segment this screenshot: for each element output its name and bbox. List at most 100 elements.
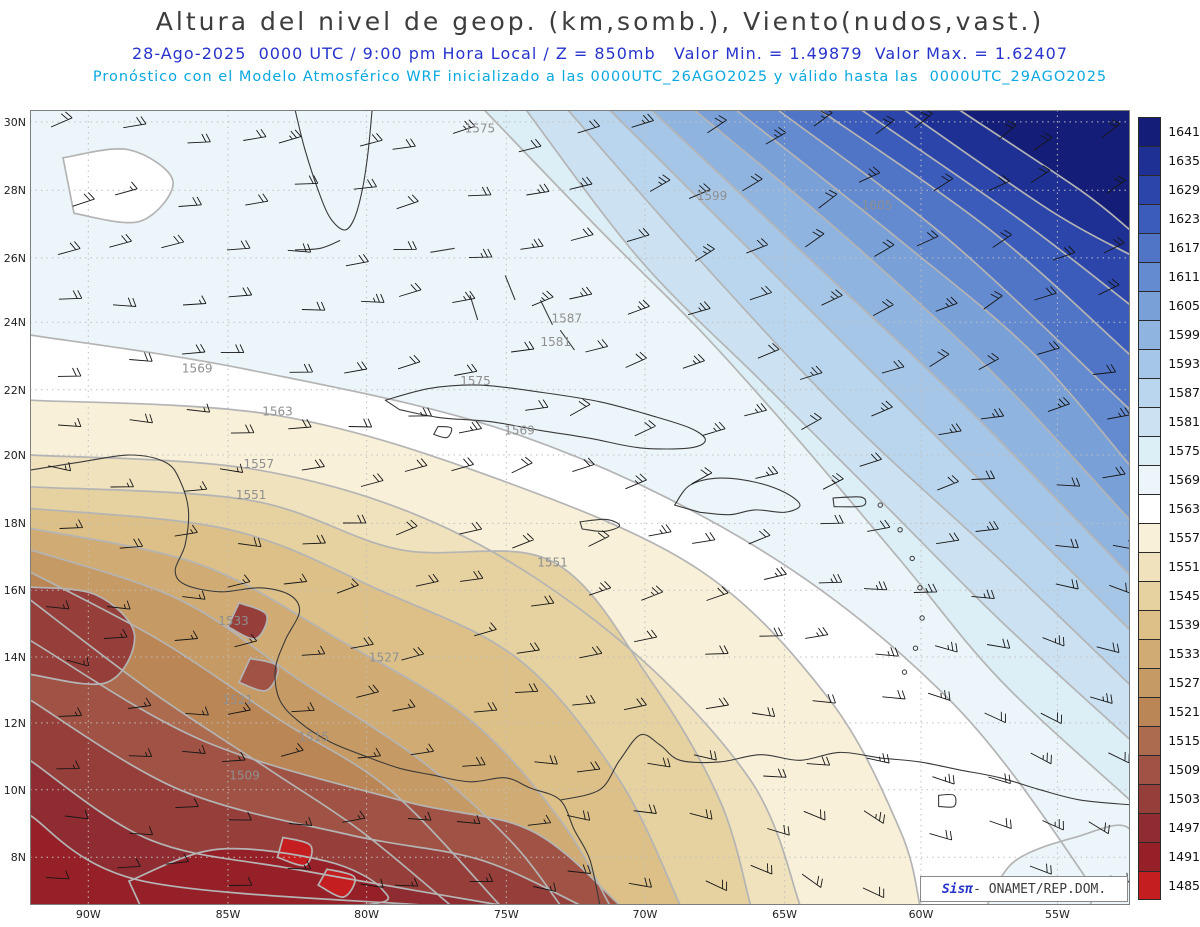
colorbar-level-label: 1491: [1168, 849, 1200, 864]
colorbar-row: 1587: [1138, 378, 1200, 407]
lat-tick-label: 22N: [3, 383, 26, 397]
lon-tick-label: 65W: [772, 908, 798, 921]
colorbar-cell: [1138, 436, 1162, 465]
graticule: [30, 110, 1130, 905]
shaded-bands: [30, 110, 1130, 905]
colorbar-row: 1491: [1138, 842, 1200, 871]
colorbar-cell: [1138, 668, 1162, 697]
svg-text:1575: 1575: [460, 374, 491, 388]
colorbar-cell: [1138, 784, 1162, 813]
colorbar-level-label: 1611: [1168, 269, 1200, 284]
lat-tick-label: 16N: [3, 584, 26, 598]
colorbar-cell: [1138, 755, 1162, 784]
colorbar-row: 1527: [1138, 668, 1200, 697]
svg-text:1587: 1587: [552, 311, 583, 325]
colorbar-level-label: 1545: [1168, 588, 1200, 603]
map-frame: [30, 110, 1130, 905]
colorbar-cell: [1138, 871, 1162, 900]
map-area: 1575 1599 1605 1587 1581 1575 1569 1569 1563 1557…: [30, 110, 1130, 905]
colorbar-level-label: 1551: [1168, 559, 1200, 574]
lon-tick-label: 55W: [1044, 908, 1070, 921]
svg-text:1569: 1569: [504, 423, 535, 437]
svg-text:1557: 1557: [244, 457, 275, 471]
colorbar-row: 1533: [1138, 639, 1200, 668]
svg-text:1515: 1515: [299, 730, 330, 744]
colorbar-row: 1629: [1138, 175, 1200, 204]
colorbar-row: 1641: [1138, 117, 1200, 146]
colorbar-level-label: 1599: [1168, 327, 1200, 342]
colorbar-cell: [1138, 262, 1162, 291]
contour-lines: [30, 110, 1130, 905]
colorbar-level-label: 1593: [1168, 356, 1200, 371]
colorbar-row: 1521: [1138, 697, 1200, 726]
colorbar-cell: [1138, 697, 1162, 726]
colorbar-level-label: 1617: [1168, 240, 1200, 255]
svg-text:1509: 1509: [229, 768, 260, 782]
colorbar-row: 1635: [1138, 146, 1200, 175]
lat-tick-label: 18N: [3, 517, 26, 531]
contour-value-labels: 1575 1599 1605 1587 1581 1575 1569 1569 1563 1557…: [182, 121, 892, 782]
colorbar-row: 1593: [1138, 349, 1200, 378]
colorbar-level-label: 1563: [1168, 501, 1200, 516]
colorbar-row: 1623: [1138, 204, 1200, 233]
colorbar-level-label: 1521: [1168, 704, 1200, 719]
lat-tick-label: 26N: [3, 251, 26, 265]
colorbar-cell: [1138, 204, 1162, 233]
lon-tick-label: 70W: [632, 908, 658, 921]
colorbar-cell: [1138, 233, 1162, 262]
watermark-text: - ONAMET/REP.DOM.: [973, 881, 1107, 897]
page-title: Altura del nivel de geop. (km,somb.), Vi…: [155, 7, 1045, 36]
colorbar-level-label: 1581: [1168, 414, 1200, 429]
colorbar-row: 1557: [1138, 523, 1200, 552]
lon-tick-label: 75W: [493, 908, 519, 921]
colorbar-row: 1617: [1138, 233, 1200, 262]
colorbar-level-label: 1635: [1168, 153, 1200, 168]
colorbar-level-label: 1587: [1168, 385, 1200, 400]
colorbar-level-label: 1629: [1168, 182, 1200, 197]
lat-tick-label: 20N: [3, 449, 26, 463]
svg-text:1551: 1551: [236, 488, 267, 502]
lat-tick-label: 14N: [3, 650, 26, 664]
colorbar-row: 1503: [1138, 784, 1200, 813]
svg-text:1569: 1569: [182, 361, 213, 375]
svg-text:1581: 1581: [541, 335, 572, 349]
colorbar-cell: [1138, 552, 1162, 581]
svg-text:1551: 1551: [537, 555, 568, 569]
colorbar-cell: [1138, 639, 1162, 668]
lat-tick-label: 30N: [3, 115, 26, 129]
colorbar-row: 1563: [1138, 494, 1200, 523]
colorbar-row: 1509: [1138, 755, 1200, 784]
forecast-line: Pronóstico con el Modelo Atmosférico WRF…: [92, 69, 1108, 85]
watermark-brand: Sisπ: [941, 881, 974, 897]
lat-tick-label: 8N: [10, 851, 26, 865]
svg-text:1533: 1533: [218, 614, 249, 628]
colorbar-level-label: 1515: [1168, 733, 1200, 748]
colorbar-cell: [1138, 146, 1162, 175]
colorbar-cell: [1138, 842, 1162, 871]
colorbar-cell: [1138, 465, 1162, 494]
colorbar-level-label: 1623: [1168, 211, 1200, 226]
colorbar-level-label: 1527: [1168, 675, 1200, 690]
colorbar-level-label: 1539: [1168, 617, 1200, 632]
colorbar-row: 1611: [1138, 262, 1200, 291]
wind-barbs: [45, 110, 1130, 901]
lon-tick-label: 90W: [75, 908, 101, 921]
colorbar-row: 1551: [1138, 552, 1200, 581]
colorbar: 1641 1635 1629 1623 1617 1611 1605 1599 1593 1587…: [1138, 117, 1200, 900]
colorbar-cell: [1138, 581, 1162, 610]
colorbar-row: 1545: [1138, 581, 1200, 610]
map-canvas: 1575 1599 1605 1587 1581 1575 1569 1569 1563 1557…: [30, 110, 1130, 905]
colorbar-cell: [1138, 117, 1162, 146]
colorbar-level-label: 1533: [1168, 646, 1200, 661]
colorbar-cell: [1138, 175, 1162, 204]
colorbar-level-label: 1503: [1168, 791, 1200, 806]
colorbar-cell: [1138, 523, 1162, 552]
colorbar-cell: [1138, 378, 1162, 407]
colorbar-level-label: 1605: [1168, 298, 1200, 313]
watermark-badge: Sisπ - ONAMET/REP.DOM.: [920, 876, 1128, 902]
colorbar-row: 1485: [1138, 871, 1200, 900]
svg-text:1527: 1527: [369, 651, 400, 665]
lon-tick-label: 85W: [215, 908, 241, 921]
colorbar-row: 1581: [1138, 407, 1200, 436]
lat-tick-label: 24N: [3, 316, 26, 330]
